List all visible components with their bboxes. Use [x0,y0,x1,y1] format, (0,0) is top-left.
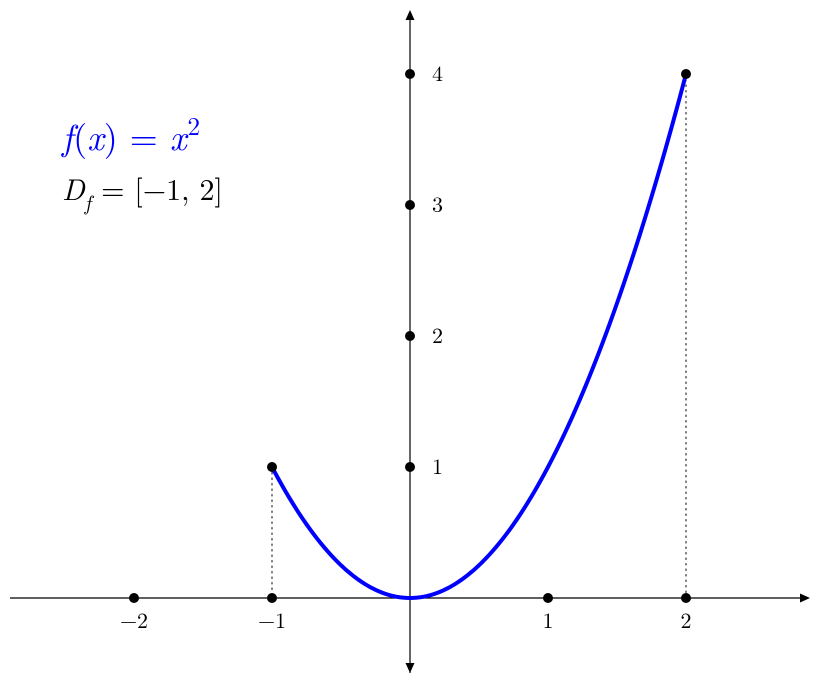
domain-label: Df = [−1, 2] [62,166,223,214]
svg-text:2: 2 [432,319,443,350]
function-formula-label: f(x) = x2 [62,110,199,161]
svg-text:3: 3 [432,188,443,219]
function-plot: −2 −1 1 2 1 2 3 4 [0,0,820,683]
svg-text:−2: −2 [120,604,148,635]
svg-text:4: 4 [432,57,443,88]
svg-text:1: 1 [432,450,443,481]
svg-text:2: 2 [680,604,691,635]
svg-text:1: 1 [542,604,553,635]
svg-text:−1: −1 [258,604,286,635]
